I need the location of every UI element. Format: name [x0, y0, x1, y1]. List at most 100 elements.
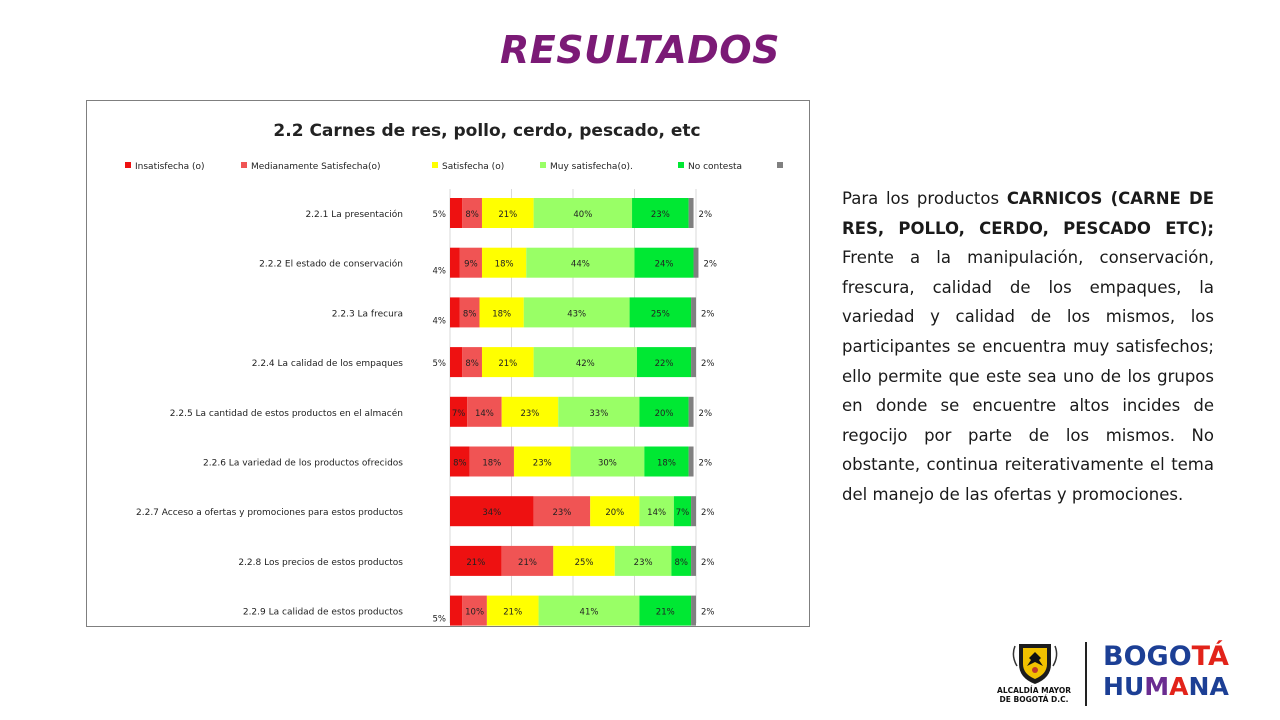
bar-segment [450, 496, 534, 527]
humana-letter: N [1188, 672, 1210, 701]
bar-segment [462, 198, 482, 228]
data-label: 5% [433, 210, 447, 220]
bar-segment [639, 496, 674, 527]
bar-segment [558, 396, 640, 427]
data-label: 2% [699, 459, 713, 469]
bar-segment [481, 198, 534, 228]
category-label: 2.2.3 La frecura [332, 309, 403, 319]
data-label: 8% [463, 309, 477, 319]
bar-segment [632, 198, 689, 228]
data-label: 2% [699, 409, 713, 419]
data-label: 14% [647, 508, 666, 518]
data-label: 18% [495, 260, 514, 270]
legend-swatch [540, 162, 546, 168]
data-label: 2% [701, 359, 715, 369]
data-label: 33% [589, 409, 608, 419]
bar-segment [462, 347, 482, 378]
data-label: 23% [634, 558, 653, 568]
bar-segment [459, 297, 480, 328]
data-label: 23% [651, 210, 670, 220]
bar-segment [636, 347, 692, 378]
bar-segment [688, 446, 694, 477]
humana-letter: A [1169, 672, 1189, 701]
data-label: 34% [482, 508, 501, 518]
humana-letter: A [1209, 672, 1229, 701]
bogota-letter: O [1123, 641, 1147, 672]
data-label: 18% [657, 459, 676, 469]
chart-svg: 2.2 Carnes de res, pollo, cerdo, pescado… [125, 121, 783, 626]
bar-segment [538, 595, 640, 626]
bar-segment [481, 247, 527, 278]
data-label: 43% [567, 309, 586, 319]
bar-segment [691, 297, 696, 328]
data-label: 21% [498, 210, 517, 220]
bar-segment [671, 545, 692, 576]
legend-label: Muy satisfecha(o). [550, 162, 633, 172]
bogota-letter: O [1168, 641, 1192, 672]
data-label: 2% [701, 508, 715, 518]
humana-letter: U [1123, 672, 1145, 701]
data-label: 10% [465, 608, 484, 618]
data-label: 14% [475, 409, 494, 419]
bar-segment [691, 496, 696, 527]
data-label: 7% [452, 409, 466, 419]
data-label: 5% [433, 615, 447, 625]
bar-segment [462, 595, 487, 626]
legend-label: Medianamente Satisfecha(o) [251, 162, 381, 172]
bar-segment [629, 297, 692, 328]
slide-title: RESULTADOS [500, 28, 780, 72]
bar-segment [533, 496, 591, 527]
bar-segment [693, 247, 699, 278]
category-label: 2.2.1 La presentación [305, 209, 403, 220]
bar-segment [639, 396, 689, 427]
humana-letter: H [1103, 672, 1124, 701]
bar-segment [481, 347, 534, 378]
body-intro: Para los productos [842, 189, 1007, 208]
data-label: 44% [571, 260, 590, 270]
bar-segment [691, 347, 696, 378]
bogota-letter: Á [1208, 641, 1229, 672]
bar-segment [644, 446, 689, 477]
legend-swatch [777, 162, 783, 168]
bar-segment [450, 247, 460, 278]
bar-segment [533, 198, 633, 228]
bar-segment [501, 396, 559, 427]
bar-segment [673, 496, 692, 527]
bogota-letter: B [1103, 641, 1124, 672]
alcaldia-text: ALCALDÍA MAYOR DE BOGOTÁ D.C. [985, 686, 1083, 704]
category-label: 2.2.6 La variedad de los productos ofrec… [203, 459, 403, 469]
bar-segment [691, 545, 696, 576]
bar-segment [459, 247, 482, 278]
alcaldia-line2: DE BOGOTÁ D.C. [999, 695, 1069, 704]
logo-area: ALCALDÍA MAYOR DE BOGOTÁ D.C. BOGOTÁ HUM… [985, 638, 1229, 714]
legend-swatch [241, 162, 247, 168]
data-label: 2% [701, 558, 715, 568]
data-label: 18% [482, 459, 501, 469]
data-label: 25% [651, 309, 670, 319]
data-label: 2% [701, 608, 715, 618]
data-label: 2% [703, 260, 717, 270]
bar-segment [639, 595, 692, 626]
bar-segment [486, 595, 539, 626]
alcaldia-line1: ALCALDÍA MAYOR [997, 686, 1071, 695]
data-label: 8% [465, 210, 479, 220]
bar-segment [469, 446, 514, 477]
data-label: 2% [699, 210, 713, 220]
bar-segment [450, 198, 463, 228]
category-label: 2.2.8 Los precios de estos productos [238, 558, 403, 568]
data-label: 9% [464, 260, 478, 270]
bar-segment [450, 446, 470, 477]
bar-segment [450, 297, 460, 328]
bogota-shield-logo [1012, 644, 1058, 684]
body-bold: CARNICOS (CARNE DE RES, POLLO, CERDO, PE… [842, 189, 1214, 238]
data-label: 8% [453, 459, 467, 469]
data-label: 20% [605, 508, 624, 518]
bar-segment [523, 297, 630, 328]
body-text: Para los productos CARNICOS (CARNE DE RE… [842, 184, 1214, 510]
data-label: 18% [492, 309, 511, 319]
bar-segment [590, 496, 640, 527]
data-label: 23% [533, 459, 552, 469]
category-label: 2.2.9 La calidad de estos productos [243, 608, 403, 618]
data-label: 21% [498, 359, 517, 369]
bar-segment [479, 297, 524, 328]
